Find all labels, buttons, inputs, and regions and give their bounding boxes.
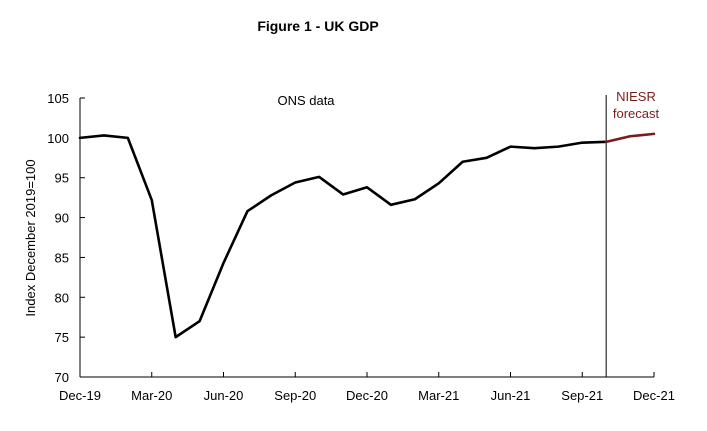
x-tick-label: Mar-21 [418,388,459,403]
y-axis-ticks: 70 75 80 85 90 95 100 105 [47,91,85,385]
x-tick-label: Jun-20 [204,388,244,403]
y-axis-label: Index December 2019=100 [23,159,38,316]
ons-data-label: ONS data [277,93,335,108]
niesr-forecast-label-line2: forecast [613,106,660,121]
ons-data-series-line [78,134,608,339]
niesr-forecast-label-line1: NIESR [616,89,656,104]
series-layer [78,132,656,339]
x-tick-label: Dec-19 [59,388,101,403]
y-tick-label: 80 [55,290,69,305]
y-tick-label: 90 [55,211,69,226]
y-tick-label: 75 [55,330,69,345]
y-tick-label: 95 [55,171,69,186]
x-tick-label: Jun-21 [491,388,531,403]
y-tick-label: 105 [47,91,69,106]
y-tick-label: 100 [47,131,69,146]
x-axis-ticks: Dec-19 Mar-20 Jun-20 Sep-20 Dec-20 Mar-21 Jun-… [59,372,675,403]
x-tick-label: Sep-21 [561,388,603,403]
x-tick-label: Sep-20 [274,388,316,403]
x-tick-label: Mar-20 [131,388,172,403]
x-tick-label: Dec-21 [633,388,675,403]
x-tick-label: Dec-20 [346,388,388,403]
niesr-forecast-series-line [604,132,656,144]
chart-title: Figure 1 - UK GDP [257,18,378,34]
y-tick-label: 85 [55,250,69,265]
y-tick-label: 70 [55,370,69,385]
